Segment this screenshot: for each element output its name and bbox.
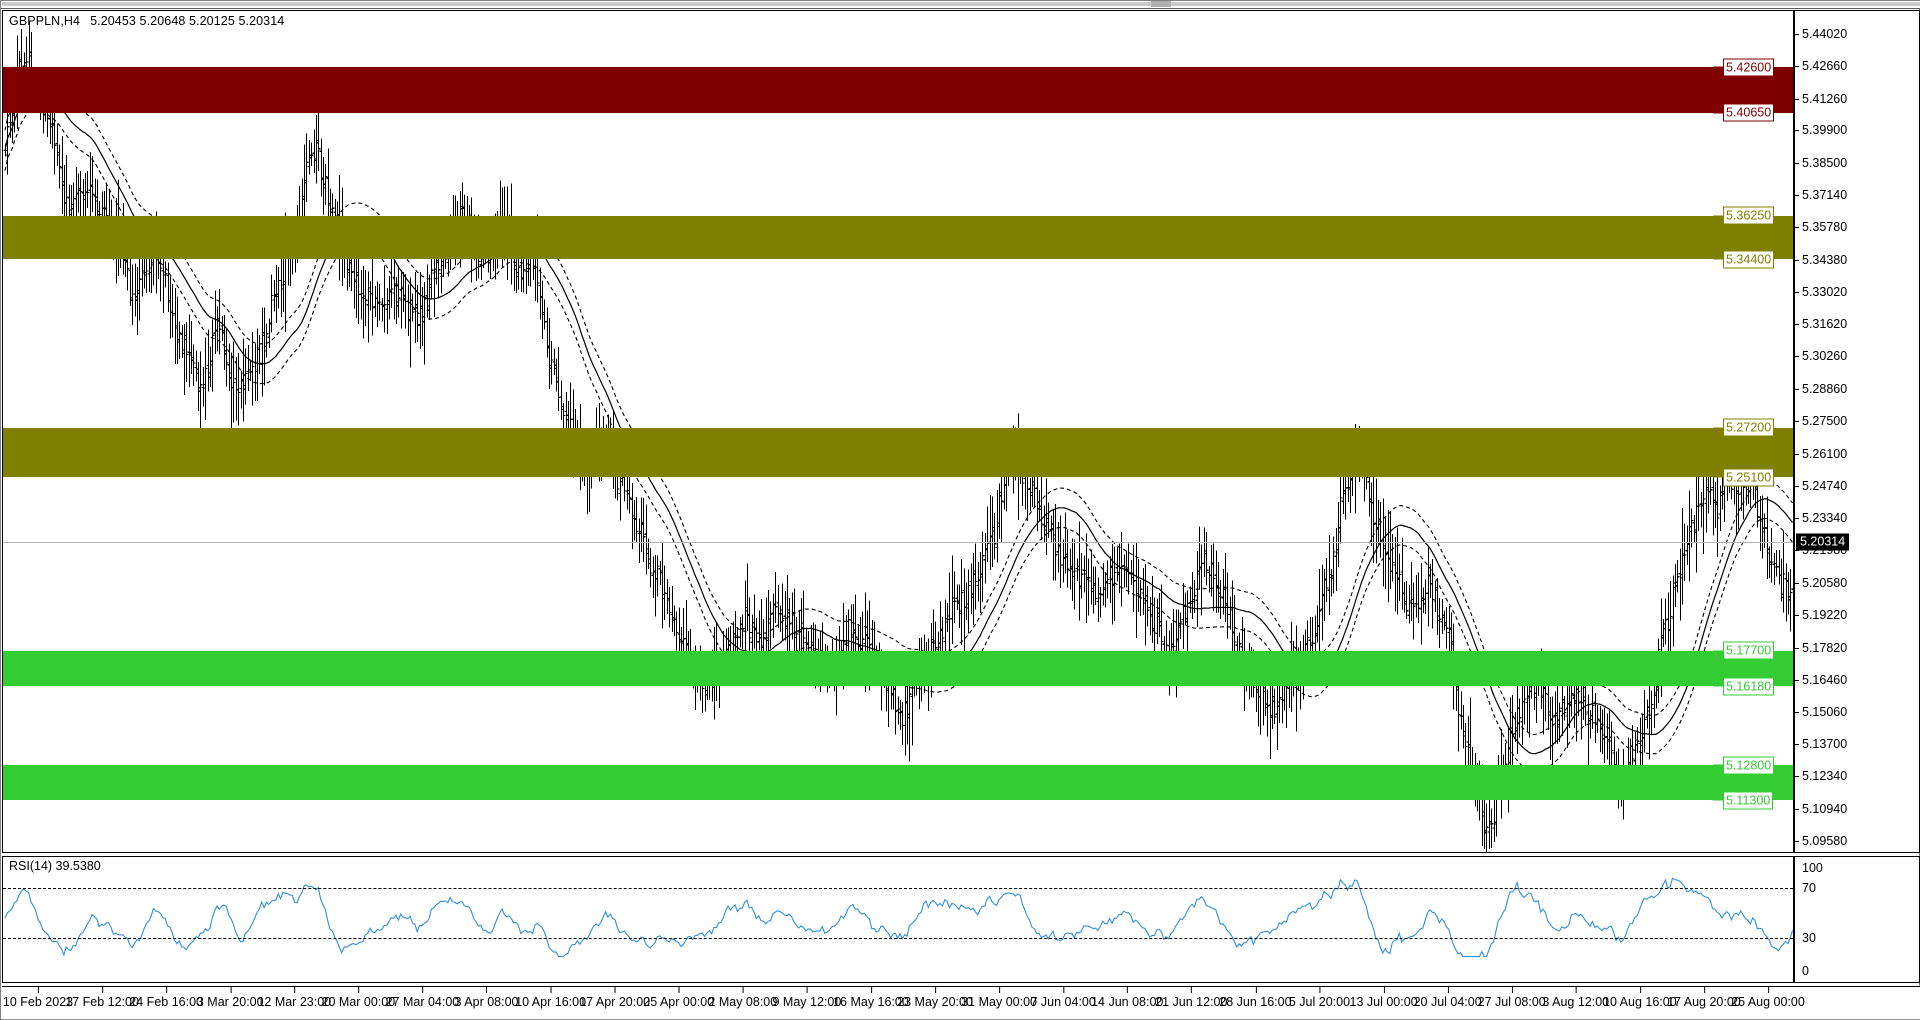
rsi-series-svg [4,877,1793,958]
time-axis-tick: 10 Apr 16:00 [515,987,587,1009]
price-axis-tick: 5.20580 [1795,576,1847,590]
time-axis-tick: 14 Jun 08:00 [1091,987,1164,1009]
time-axis-tick: 2 May 08:00 [708,987,778,1009]
time-axis-tick: 13 Jul 00:00 [1349,987,1418,1009]
time-axis-tick: 17 Apr 20:00 [579,987,651,1009]
supply-zone-upper [3,67,1793,113]
price-axis-tick: 5.39900 [1795,123,1847,137]
price-axis-tick: 5.10940 [1795,802,1847,816]
price-pane[interactable]: 5.42600 5.40650 5.36250 5.34400 5.27200 5.251… [2,10,1920,853]
window-top-scroll-strip[interactable] [1,1,1920,9]
demand-zone-lower [3,765,1793,801]
time-axis-tick: 28 Jun 16:00 [1219,987,1292,1009]
current-price-tag: 5.20314 [1796,533,1850,551]
price-axis-tick: 5.37140 [1795,188,1847,202]
time-axis-tick: 12 Mar 23:00 [257,987,332,1009]
price-axis-tick: 5.35780 [1795,220,1847,234]
time-axis-tick: 25 Apr 00:00 [643,987,715,1009]
rsi-axis[interactable]: 100 70 30 0 [1793,857,1919,982]
time-axis-tick: 17 Aug 20:00 [1667,987,1741,1009]
rsi-tick-70: 70 [1802,881,1816,895]
time-axis-tick: 23 May 20:00 [897,987,973,1009]
time-axis-tick: 25 Aug 00:00 [1731,987,1805,1009]
rsi-tick-0: 0 [1802,964,1809,978]
chart-symbol-label: GBPPLN,H4 5.20453 5.20648 5.20125 5.20314 [9,14,284,28]
time-axis[interactable]: 10 Feb 2023 17 Feb 12:00 24 Feb 16:00 3 Mar… [2,986,1920,1020]
price-axis-tick: 5.44020 [1795,27,1847,41]
time-axis-tick: 5 Jul 20:00 [1288,987,1351,1009]
rsi-line [4,877,1793,958]
time-axis-tick: 20 Mar 00:00 [321,987,396,1009]
rsi-tick-100: 100 [1802,861,1823,875]
supply-zone-mid [3,215,1793,260]
price-plot-area[interactable]: 5.42600 5.40650 5.36250 5.34400 5.27200 5.251… [3,11,1793,852]
rsi-oversold-line [3,938,1793,939]
scroll-track[interactable] [2,2,1920,6]
current-price-line [3,542,1793,543]
time-axis-tick: 31 May 00:00 [961,987,1037,1009]
price-axis-tick: 5.28860 [1795,382,1847,396]
time-axis-tick: 16 May 16:00 [833,987,909,1009]
price-axis[interactable]: 5.44020 5.42660 5.41260 5.39900 5.38500 5.371… [1793,11,1919,852]
price-axis-tick: 5.13700 [1795,737,1847,751]
time-axis-tick: 20 Jul 04:00 [1413,987,1482,1009]
ohlc-values: 5.20453 5.20648 5.20125 5.20314 [90,14,285,28]
scroll-thumb[interactable] [1151,1,1171,7]
rsi-tick-30: 30 [1802,931,1816,945]
rsi-overbought-line [3,888,1793,889]
price-axis-tick: 5.17820 [1795,641,1847,655]
time-axis-tick: 3 Mar 20:00 [196,987,264,1009]
price-axis-tick: 5.12340 [1795,769,1847,783]
time-axis-tick: 27 Mar 04:00 [385,987,460,1009]
time-axis-tick: 3 Apr 08:00 [454,987,519,1009]
time-axis-tick: 10 Aug 16:00 [1603,987,1677,1009]
price-axis-tick: 5.31620 [1795,317,1847,331]
supply-zone-lower [3,427,1793,478]
price-axis-tick: 5.41260 [1795,92,1847,106]
time-axis-tick: 9 May 12:00 [772,987,842,1009]
price-axis-tick: 5.33020 [1795,285,1847,299]
price-axis-tick: 5.30260 [1795,349,1847,363]
time-axis-tick: 10 Feb 2023 [2,987,74,1009]
price-axis-tick: 5.16460 [1795,673,1847,687]
price-axis-tick: 5.23340 [1795,511,1847,525]
price-axis-tick: 5.27500 [1795,414,1847,428]
demand-zone-upper [3,650,1793,687]
rsi-pane[interactable]: 100 70 30 0 RSI(14) 39.5380 [2,856,1920,983]
time-axis-tick: 17 Feb 12:00 [65,987,139,1009]
price-axis-tick: 5.09580 [1795,834,1847,848]
price-axis-tick: 5.26100 [1795,447,1847,461]
price-axis-tick: 5.38500 [1795,156,1847,170]
rsi-plot-area[interactable] [3,857,1793,982]
time-axis-tick: 7 Jun 04:00 [1030,987,1096,1009]
price-axis-tick: 5.15060 [1795,705,1847,719]
price-axis-tick: 5.24740 [1795,479,1847,493]
price-axis-tick: 5.19220 [1795,608,1847,622]
time-axis-tick: 24 Feb 16:00 [129,987,203,1009]
upper-band-line [4,69,1793,736]
rsi-indicator-label: RSI(14) 39.5380 [9,859,101,873]
time-axis-tick: 21 Jun 12:00 [1155,987,1228,1009]
time-axis-tick: 3 Aug 12:00 [1542,987,1610,1009]
price-axis-tick: 5.34380 [1795,253,1847,267]
price-axis-tick: 5.42660 [1795,59,1847,73]
time-axis-tick: 27 Jul 08:00 [1477,987,1546,1009]
symbol-text: GBPPLN,H4 [9,14,81,28]
